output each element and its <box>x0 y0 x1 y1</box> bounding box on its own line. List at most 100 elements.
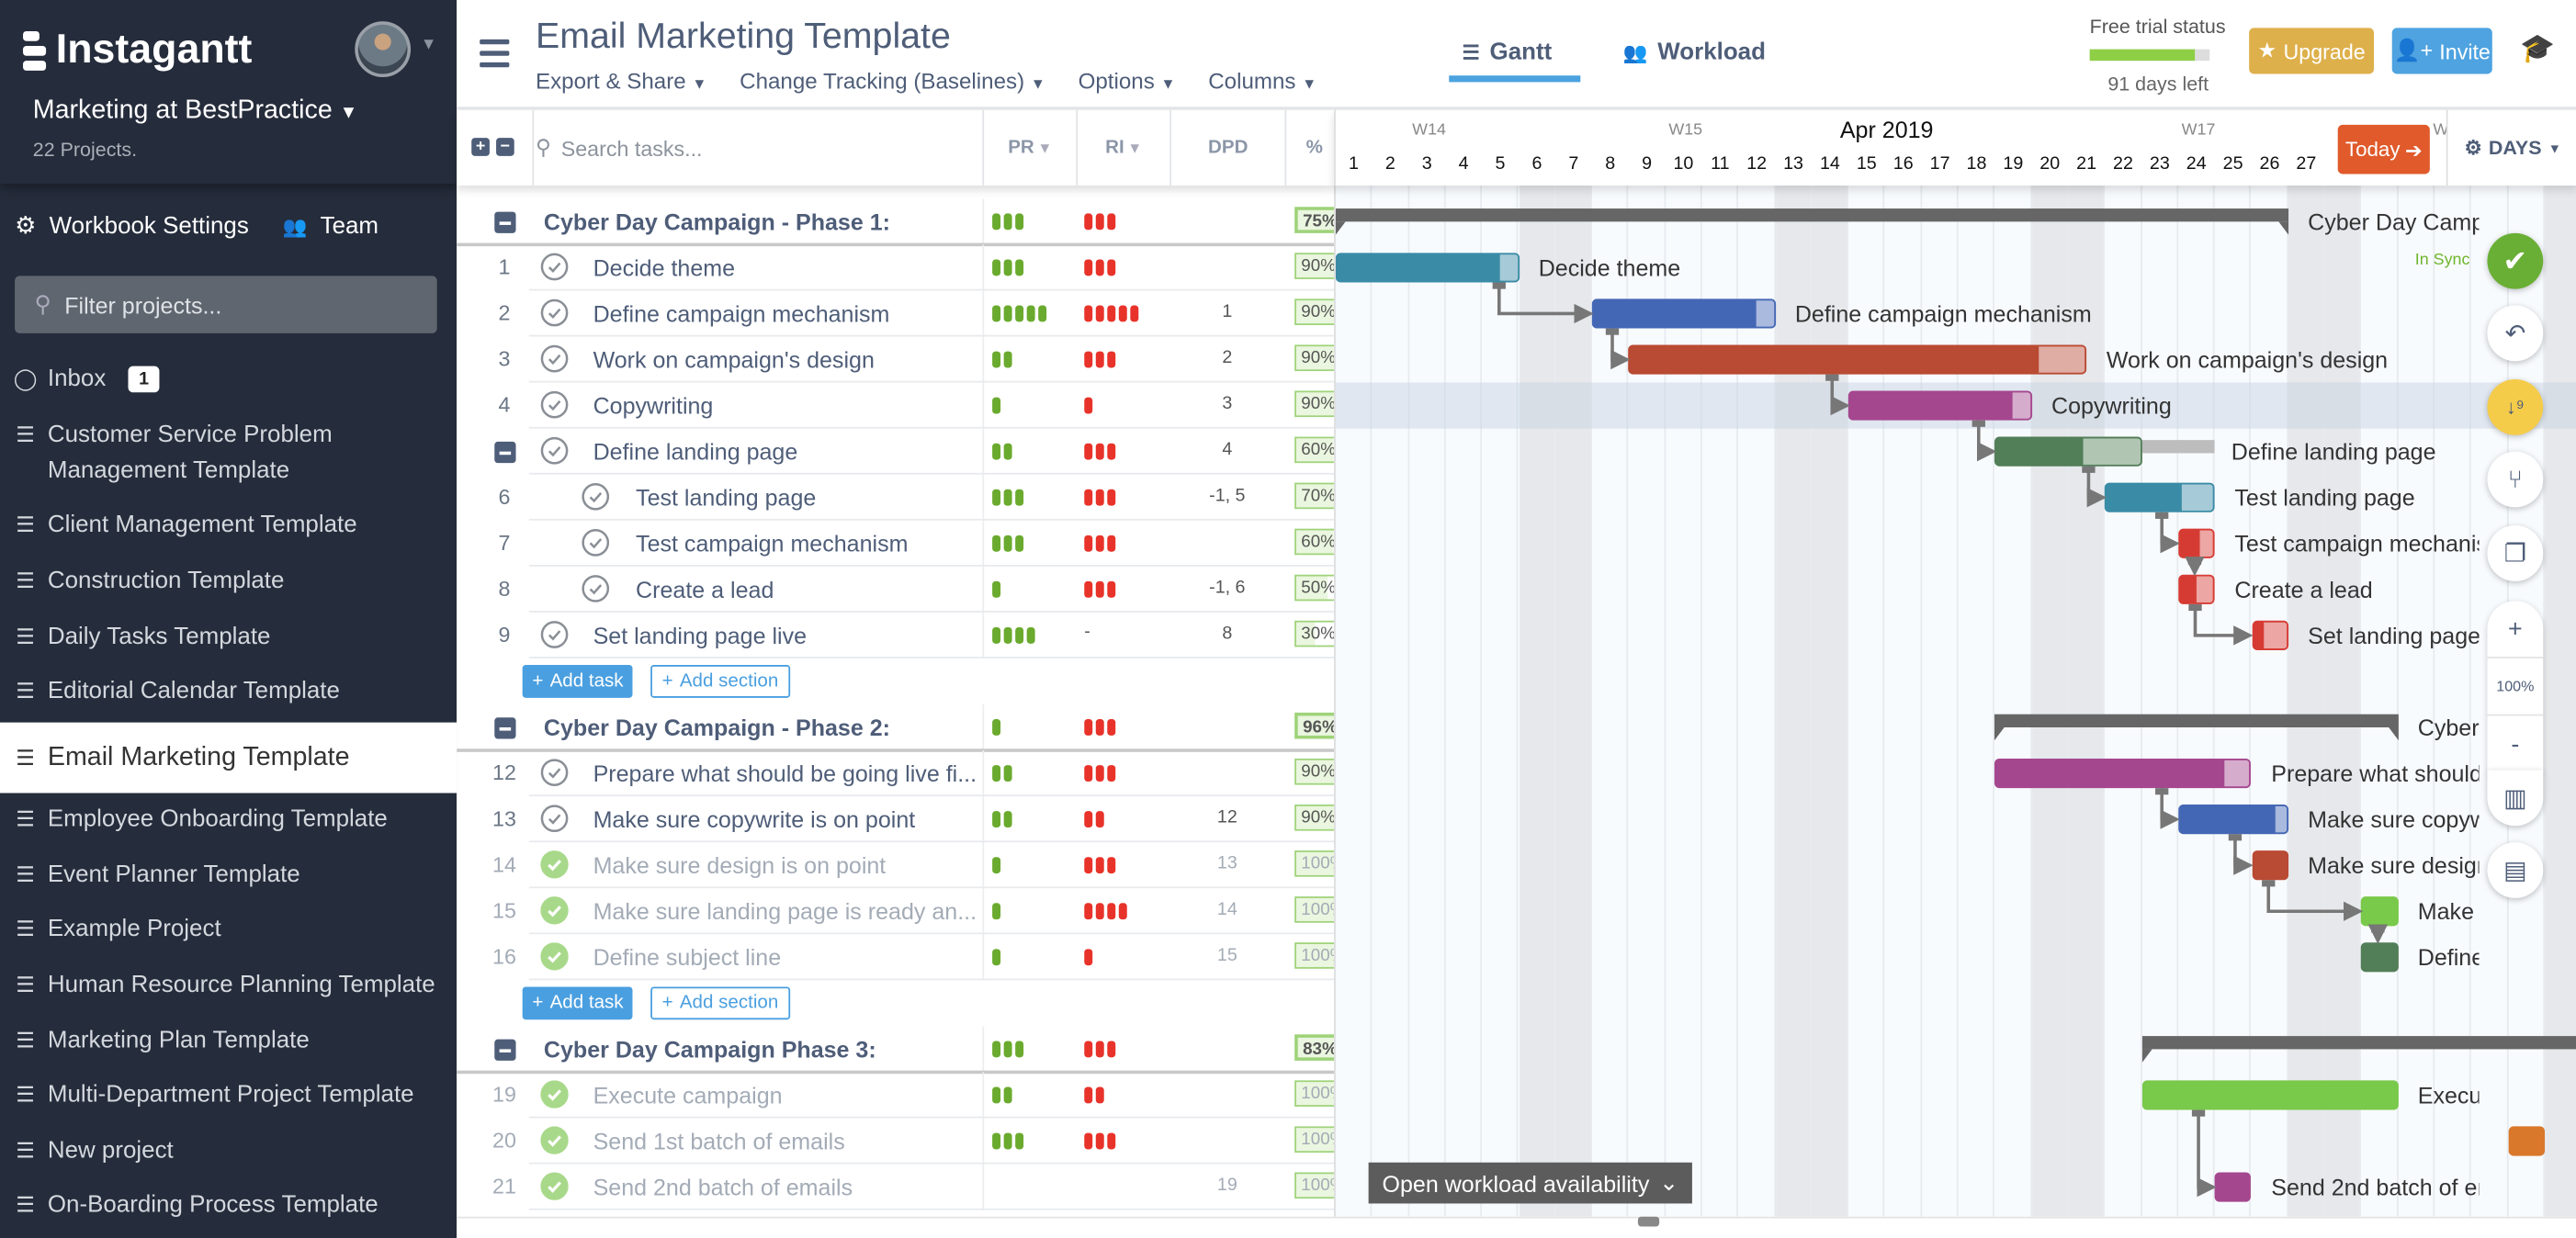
menu-change-tracking[interactable]: Change Tracking (Baselines) ▼ <box>740 69 1045 94</box>
task-bar[interactable] <box>1994 758 2252 789</box>
task-bar[interactable] <box>1335 253 1520 283</box>
task-row[interactable]: Define landing page 4 60% <box>457 428 1335 475</box>
user-avatar[interactable] <box>355 21 412 78</box>
task-row[interactable]: 13 Make sure copywrite is on point 12 90% <box>457 796 1335 843</box>
task-row[interactable]: 7 Test campaign mechanism 60% <box>457 520 1335 567</box>
sidebar-item-project[interactable]: ☰ On-Boarding Process Template <box>0 1187 457 1223</box>
filter-icon[interactable]: ▼ <box>1127 139 1143 156</box>
zoom-out-button[interactable]: - <box>2487 715 2544 774</box>
dependency-handle[interactable] <box>2082 466 2096 473</box>
complete-checkbox[interactable] <box>540 805 569 833</box>
add-task-button[interactable]: + Add task <box>522 986 634 1020</box>
sidebar-item-project[interactable]: ☰ Client Management Template <box>0 507 457 543</box>
task-bar[interactable] <box>2141 1080 2399 1110</box>
section-row[interactable]: Cyber Day Campaign Phase 3: 83% <box>457 1026 1335 1075</box>
task-row[interactable]: 20 Send 1st batch of emails 100% <box>457 1118 1335 1165</box>
complete-checkbox[interactable] <box>582 575 610 602</box>
task-name[interactable]: Test landing page <box>636 484 817 512</box>
task-bar[interactable] <box>1628 344 2087 375</box>
horizontal-scrollbar[interactable] <box>457 1216 2576 1238</box>
section-summary-bar[interactable] <box>1335 208 2288 235</box>
upgrade-button[interactable]: ★ Upgrade <box>2249 28 2375 74</box>
column-header-ri[interactable]: RI ▼ <box>1076 109 1169 186</box>
card-view-button[interactable]: ▤ <box>2487 842 2544 898</box>
complete-checkbox[interactable] <box>540 850 569 879</box>
scrollbar-handle[interactable] <box>1637 1216 1660 1227</box>
dependency-handle[interactable] <box>2187 557 2202 566</box>
section-name[interactable]: Cyber Day Campaign - Phase 1: <box>543 208 890 235</box>
task-row[interactable]: 16 Define subject line 15 100% <box>457 934 1335 981</box>
section-summary-bar[interactable] <box>1994 714 2399 741</box>
dependency-handle[interactable] <box>1492 282 1506 289</box>
complete-checkbox[interactable] <box>540 344 569 373</box>
complete-checkbox[interactable] <box>582 482 610 511</box>
workspace-selector[interactable]: Marketing at BestPractice ▼ <box>33 96 357 126</box>
task-bar[interactable] <box>1592 298 1776 329</box>
collapse-section-icon[interactable] <box>494 1039 516 1061</box>
task-row[interactable]: 4 Copywriting 3 90% <box>457 382 1335 429</box>
task-name[interactable]: Prepare what should be going live fi... <box>593 760 977 787</box>
collapse-section-icon[interactable] <box>494 717 516 739</box>
task-row[interactable]: 3 Work on campaign's design 2 90% <box>457 336 1335 383</box>
filter-icon[interactable]: ▼ <box>1037 139 1053 156</box>
complete-checkbox[interactable] <box>540 621 569 648</box>
dependency-handle[interactable] <box>2371 926 2385 933</box>
dependency-handle[interactable] <box>1605 328 1620 335</box>
dependency-handle[interactable] <box>2191 1109 2206 1117</box>
complete-checkbox[interactable] <box>540 1126 569 1154</box>
gantt-chart[interactable]: Cyber Day Campaign - Phase 1 Decide theme… <box>1334 186 2576 1217</box>
complete-checkbox[interactable] <box>540 436 569 465</box>
menu-options[interactable]: Options ▼ <box>1078 69 1176 94</box>
task-bar[interactable] <box>1848 390 2032 421</box>
task-name[interactable]: Define landing page <box>593 438 798 465</box>
task-row[interactable]: 8 Create a lead -1, 6 50% <box>457 566 1335 613</box>
invite-button[interactable]: 👤+ Invite <box>2391 28 2492 74</box>
sidebar-item-inbox[interactable]: ◯ Inbox 1 <box>0 361 457 397</box>
tab-workload[interactable]: 👥 Workload <box>1622 39 1766 66</box>
section-row[interactable]: Cyber Day Campaign - Phase 1: 75% <box>457 198 1335 247</box>
open-workload-button[interactable]: Open workload availability ⌄ <box>1368 1162 1692 1204</box>
dependency-handle[interactable] <box>2228 834 2243 841</box>
graduation-cap-icon[interactable]: 🎓 <box>2520 32 2556 64</box>
task-bar[interactable] <box>2105 482 2215 512</box>
today-button[interactable]: Today ➔ <box>2337 124 2430 174</box>
section-name[interactable]: Cyber Day Campaign Phase 3: <box>543 1036 876 1063</box>
filter-projects-input[interactable]: ⚲ Filter projects... <box>15 276 437 333</box>
tab-gantt[interactable]: ☰ Gantt <box>1462 39 1553 66</box>
task-bar[interactable] <box>2178 805 2288 835</box>
sidebar-item-project[interactable]: ☰ Customer Service Problem Management Tem… <box>0 417 457 490</box>
menu-columns[interactable]: Columns ▼ <box>1208 69 1317 94</box>
add-task-button[interactable]: + Add task <box>522 665 634 698</box>
in-sync-check-button[interactable]: ✔ <box>2487 232 2544 289</box>
task-name[interactable]: Create a lead <box>636 576 774 603</box>
task-row[interactable]: 14 Make sure design is on point 13 100% <box>457 842 1335 889</box>
section-row[interactable]: Cyber Day Campaign - Phase 2: 96% <box>457 703 1335 752</box>
sort-button[interactable]: ↓⁹ <box>2487 378 2544 435</box>
collapse-section-icon[interactable] <box>494 211 516 233</box>
complete-checkbox[interactable] <box>540 942 569 971</box>
collapse-subtasks-icon[interactable] <box>494 441 516 464</box>
sidebar-item-project[interactable]: ☰ New project <box>0 1133 457 1169</box>
dependency-handle[interactable] <box>1825 374 1839 381</box>
avatar-caret-icon[interactable]: ▼ <box>420 36 437 54</box>
task-bar[interactable] <box>2507 1126 2545 1156</box>
expand-all-icon[interactable]: + <box>471 138 490 156</box>
task-row[interactable]: 1 Decide theme 90% <box>457 244 1335 291</box>
task-row[interactable]: 19 Execute campaign 100% <box>457 1072 1335 1119</box>
sidebar-item-project[interactable]: ☰ Human Resource Planning Template <box>0 967 457 1003</box>
task-row[interactable]: 2 Define campaign mechanism 1 90% <box>457 290 1335 337</box>
task-bar[interactable] <box>2251 620 2288 650</box>
task-name[interactable]: Send 2nd batch of emails <box>593 1174 853 1200</box>
task-name[interactable]: Define subject line <box>593 943 782 971</box>
team-link[interactable]: 👥 Team <box>283 213 378 240</box>
column-header-pr[interactable]: PR ▼ <box>982 109 1076 186</box>
task-name[interactable]: Work on campaign's design <box>593 346 875 373</box>
sidebar-item-project[interactable]: ☰ Event Planner Template <box>0 857 457 893</box>
task-name[interactable]: Define campaign mechanism <box>593 300 890 327</box>
copy-button[interactable]: ❐ <box>2487 525 2544 581</box>
column-header-dpd[interactable]: DPD <box>1169 109 1284 186</box>
task-row[interactable]: 6 Test landing page -1, 5 70% <box>457 474 1335 521</box>
sidebar-item-project[interactable]: ☰ Construction Template <box>0 563 457 599</box>
complete-checkbox[interactable] <box>540 896 569 925</box>
task-name[interactable]: Make sure copywrite is on point <box>593 805 916 833</box>
